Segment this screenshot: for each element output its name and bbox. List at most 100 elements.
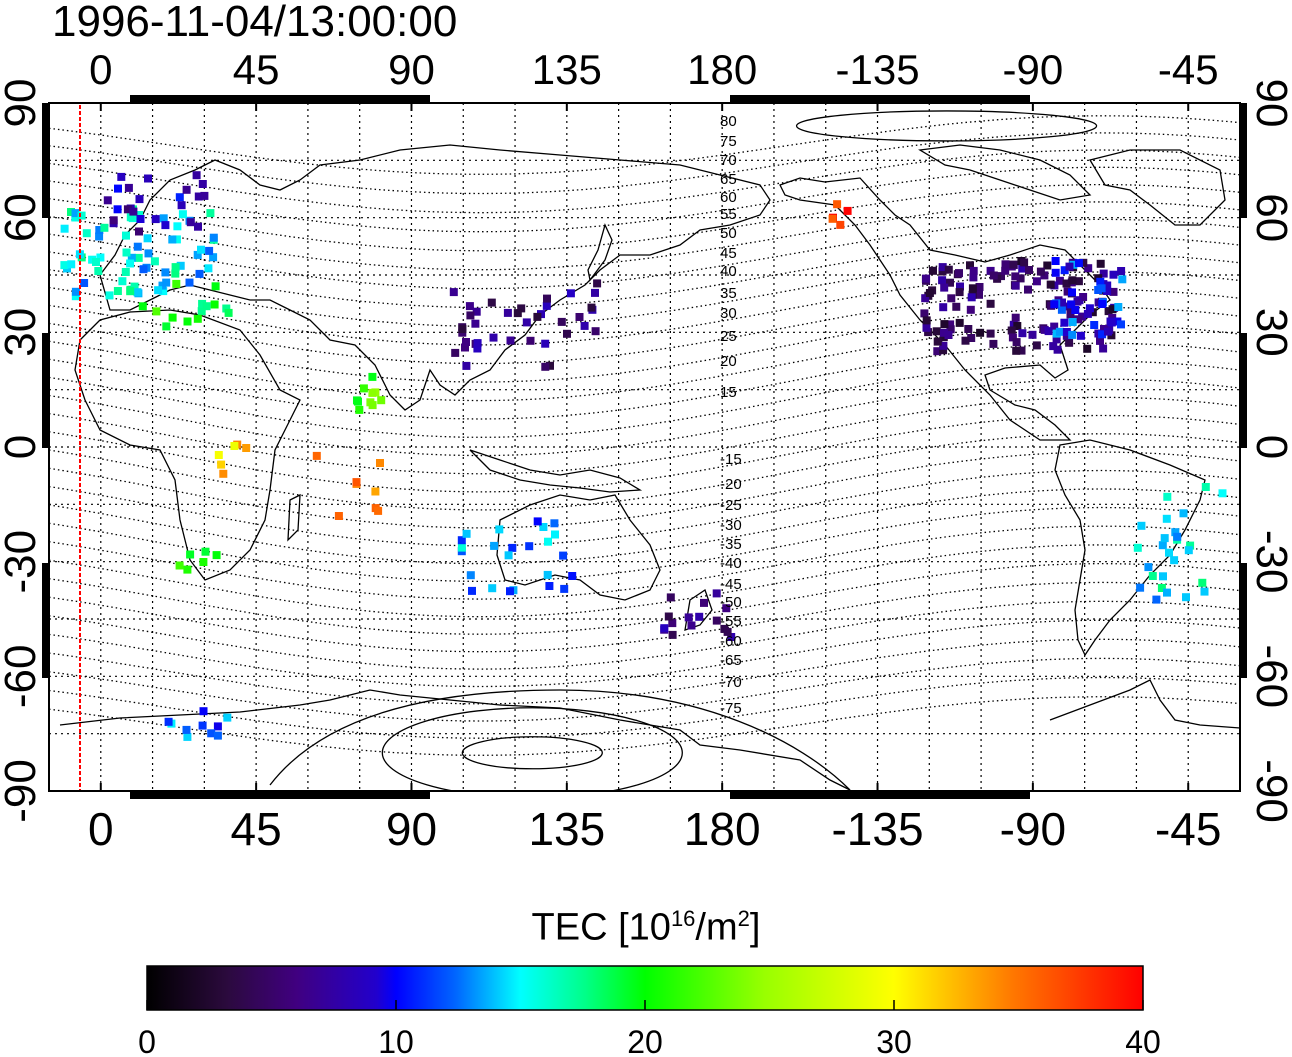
- tec-cell: [80, 279, 89, 287]
- tec-cell: [933, 347, 942, 356]
- tec-cell: [544, 537, 552, 546]
- tec-cell: [195, 269, 204, 278]
- tec-cell: [955, 318, 964, 327]
- tec-cell: [133, 288, 142, 297]
- tec-cell: [1046, 280, 1055, 289]
- tec-cell: [204, 264, 213, 273]
- tec-cell: [541, 339, 550, 348]
- maglat-label: 35: [720, 285, 737, 302]
- tec-cell: [1068, 318, 1077, 326]
- lon-tick-label: 135: [528, 803, 605, 855]
- tec-cell: [461, 343, 469, 352]
- tec-cell: [200, 191, 209, 200]
- tec-cell: [466, 311, 475, 320]
- tec-cell: [117, 172, 126, 181]
- tec-cell: [1051, 257, 1060, 265]
- lon-tick-label: 180: [684, 803, 761, 855]
- tec-cell: [575, 313, 584, 321]
- tec-cell: [955, 269, 963, 278]
- tec-cell: [967, 293, 976, 302]
- tec-cell: [462, 338, 470, 346]
- tec-cell: [986, 329, 995, 338]
- tec-cell: [1096, 277, 1105, 286]
- colorbar-tick-label: 40: [1125, 1024, 1161, 1057]
- tec-cell: [1016, 274, 1025, 283]
- tec-cell: [700, 598, 708, 607]
- tec-cell: [1065, 262, 1074, 271]
- tec-cell: [138, 302, 147, 311]
- tec-cell: [938, 276, 947, 285]
- tec-cell: [1103, 287, 1112, 295]
- tec-cell: [1148, 572, 1157, 580]
- tec-cell: [503, 308, 512, 317]
- tec-cell: [144, 249, 153, 258]
- tec-cell: [114, 184, 122, 193]
- tec-cell: [944, 331, 953, 339]
- tec-cell: [964, 325, 973, 333]
- tec-cell: [60, 224, 69, 233]
- tec-cell: [1024, 285, 1032, 294]
- tec-cell: [660, 624, 669, 633]
- tec-cell: [161, 221, 170, 230]
- tec-cell: [92, 258, 100, 266]
- tec-cell: [1032, 341, 1041, 350]
- tec-cell: [334, 512, 343, 520]
- tec-cell: [952, 302, 961, 311]
- tec-cell: [489, 333, 498, 342]
- coast-south-america: [1054, 439, 1206, 657]
- lat-tick-label: -90: [0, 759, 45, 823]
- tec-cell: [966, 305, 975, 314]
- tec-cell: [113, 287, 122, 295]
- tec-cell: [836, 220, 845, 229]
- tec-cell: [925, 289, 934, 297]
- tec-cell: [462, 361, 471, 370]
- tec-cell: [1052, 335, 1061, 344]
- tec-cell: [212, 551, 221, 560]
- tec-cell: [1009, 260, 1018, 269]
- coast-arctic-canada: [918, 144, 1092, 201]
- tec-cell: [359, 384, 368, 393]
- tec-cell: [471, 319, 480, 328]
- tec-cell: [1098, 300, 1107, 308]
- tec-cell: [664, 612, 673, 621]
- tec-cell: [168, 235, 177, 244]
- tec-cell: [1051, 268, 1060, 277]
- tec-cell: [211, 282, 220, 291]
- tec-cell: [1011, 272, 1020, 281]
- maglat-label: 30: [720, 305, 737, 322]
- tec-cell: [563, 329, 571, 338]
- tec-cell: [533, 312, 542, 321]
- tec-cell: [197, 307, 206, 316]
- tec-cell: [217, 460, 226, 469]
- tec-cell: [473, 344, 482, 353]
- tec-cell: [488, 584, 497, 593]
- tec-cell: [932, 327, 941, 336]
- tec-cell: [989, 339, 998, 348]
- tec-cell: [1170, 556, 1179, 565]
- tec-cell: [559, 551, 568, 560]
- tec-cell: [922, 323, 931, 332]
- tec-cell: [368, 372, 377, 381]
- tec-cell: [67, 260, 76, 269]
- lat-tick-label: -60: [0, 645, 45, 709]
- tec-cell: [199, 558, 208, 566]
- tec-cell: [312, 451, 321, 460]
- tec-cell: [1049, 342, 1058, 351]
- tec-cell: [1066, 310, 1075, 319]
- tec-cell: [1107, 318, 1116, 327]
- tec-cell: [172, 235, 181, 244]
- tec-cell: [920, 309, 929, 318]
- tec-cell: [172, 279, 181, 288]
- tec-cell: [1020, 258, 1029, 267]
- tec-cell: [508, 543, 517, 552]
- tec-cell: [1099, 269, 1108, 278]
- tec-cell: [1163, 588, 1171, 597]
- maglat-label: -35: [720, 536, 742, 553]
- tec-cell: [150, 257, 159, 266]
- tec-cell: [1083, 309, 1092, 318]
- tec-cell: [242, 444, 251, 452]
- tec-cell: [684, 613, 693, 622]
- lat-tick-label: -30: [0, 530, 45, 594]
- tec-cell: [209, 233, 218, 242]
- tec-cell: [162, 322, 171, 331]
